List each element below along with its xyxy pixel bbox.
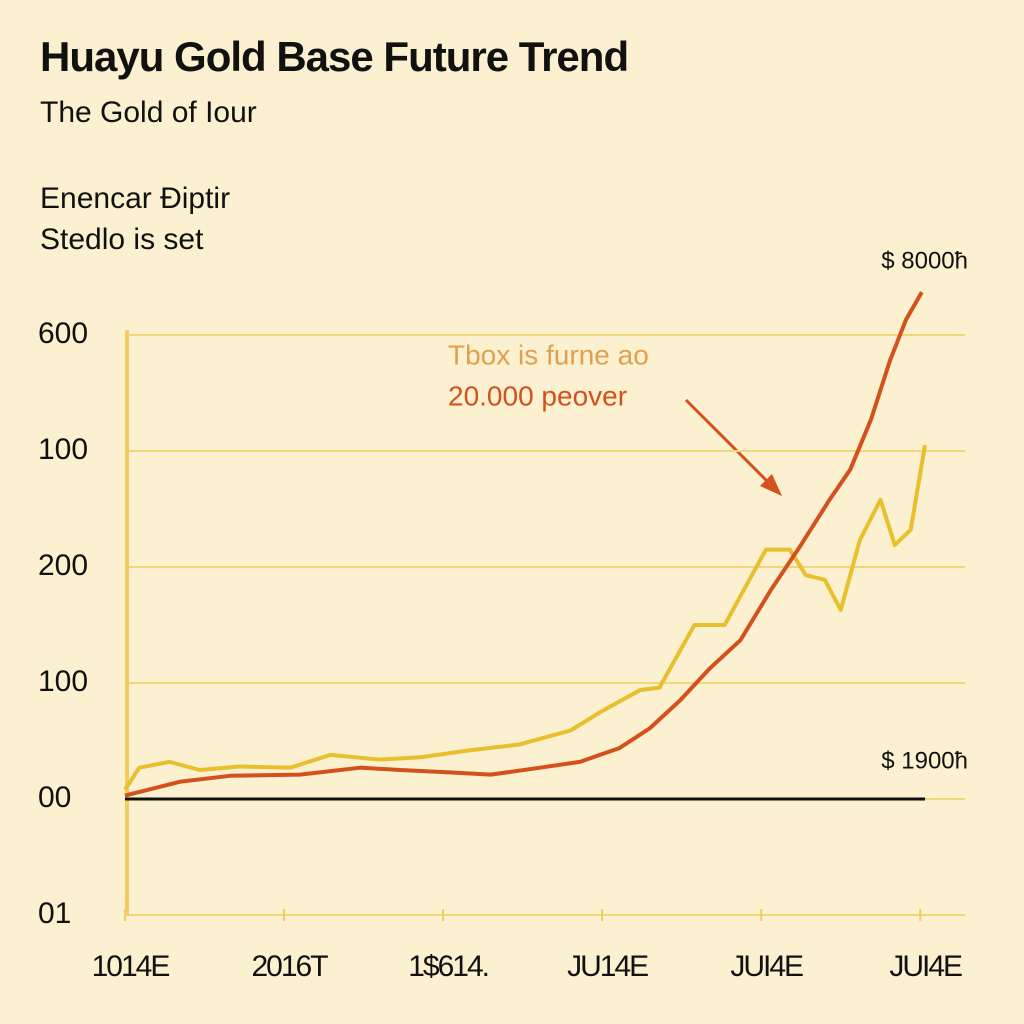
x-tick-label: 2016T [252, 950, 329, 983]
y-tick-label: 00 [38, 781, 71, 814]
y-tick-label: 100 [38, 665, 88, 698]
annotation: $ 1900ħ [881, 747, 968, 774]
subtitle: The Gold of Iour [40, 96, 257, 129]
legend-text: Enencar Ðiptir [40, 182, 230, 215]
y-tick-label: 01 [38, 897, 71, 930]
annotation: Tbox is furne ao [448, 339, 649, 370]
line [124, 291, 924, 798]
annotation: $ 8000ħ [881, 247, 968, 274]
x-tick-label: JUI4E [889, 950, 962, 983]
line [123, 444, 927, 791]
annotation: 20.000 peover [448, 380, 627, 411]
chart-title: Huayu Gold Base Future Trend [40, 33, 628, 80]
x-tick-label: 1$614. [408, 950, 488, 983]
x-tick-label: 1014E [92, 950, 170, 983]
y-tick-label: 100 [38, 433, 88, 466]
arrow [684, 398, 774, 488]
arrow-head [760, 474, 782, 496]
x-tick-label: JUI4E [730, 950, 803, 983]
legend-text: Stedlo is set [40, 223, 204, 256]
y-tick-label: 600 [38, 317, 88, 350]
x-tick-label: JU14E [567, 950, 648, 983]
y-tick-label: 200 [38, 549, 88, 582]
